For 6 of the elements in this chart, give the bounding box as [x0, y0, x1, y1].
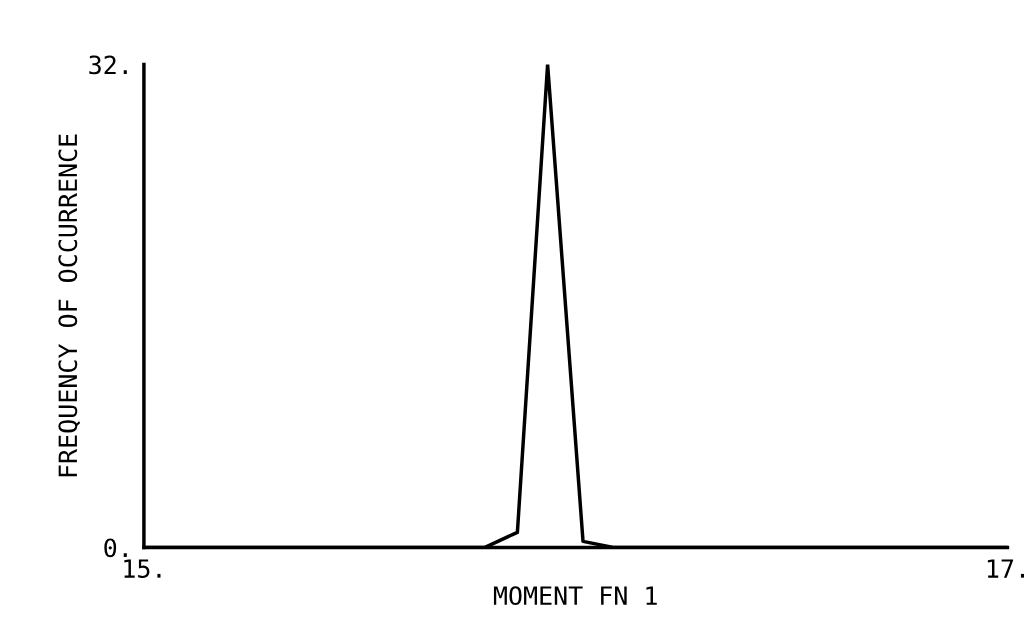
x-tick-label: 15. — [124, 559, 161, 578]
y-axis-title: FREQUENCY OF OCCURRENCE — [58, 134, 81, 477]
y-tick-label: 0. — [104, 538, 127, 558]
y-tick-label: 32. — [89, 55, 127, 75]
x-tick-label: 17. — [987, 559, 1025, 578]
x-axis-title: MOMENT FN 1 — [493, 586, 657, 606]
